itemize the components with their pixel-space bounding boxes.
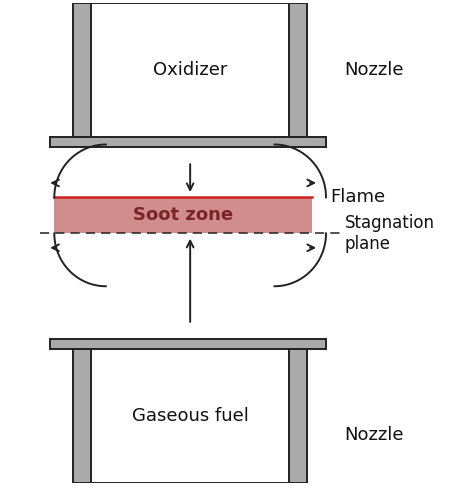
- Bar: [290, 3, 307, 138]
- Bar: [73, 3, 91, 138]
- Text: Soot zone: Soot zone: [133, 207, 233, 225]
- Bar: [73, 348, 91, 483]
- Bar: [55, 197, 312, 233]
- Bar: [290, 348, 307, 483]
- Text: Gaseous fuel: Gaseous fuel: [132, 407, 248, 425]
- Bar: [50, 339, 326, 348]
- Text: Flame: Flame: [331, 189, 386, 207]
- Text: Stagnation
plane: Stagnation plane: [345, 214, 435, 253]
- Text: Nozzle: Nozzle: [345, 61, 404, 79]
- Bar: [50, 138, 326, 147]
- Text: Nozzle: Nozzle: [345, 426, 404, 444]
- Text: Oxidizer: Oxidizer: [153, 61, 228, 79]
